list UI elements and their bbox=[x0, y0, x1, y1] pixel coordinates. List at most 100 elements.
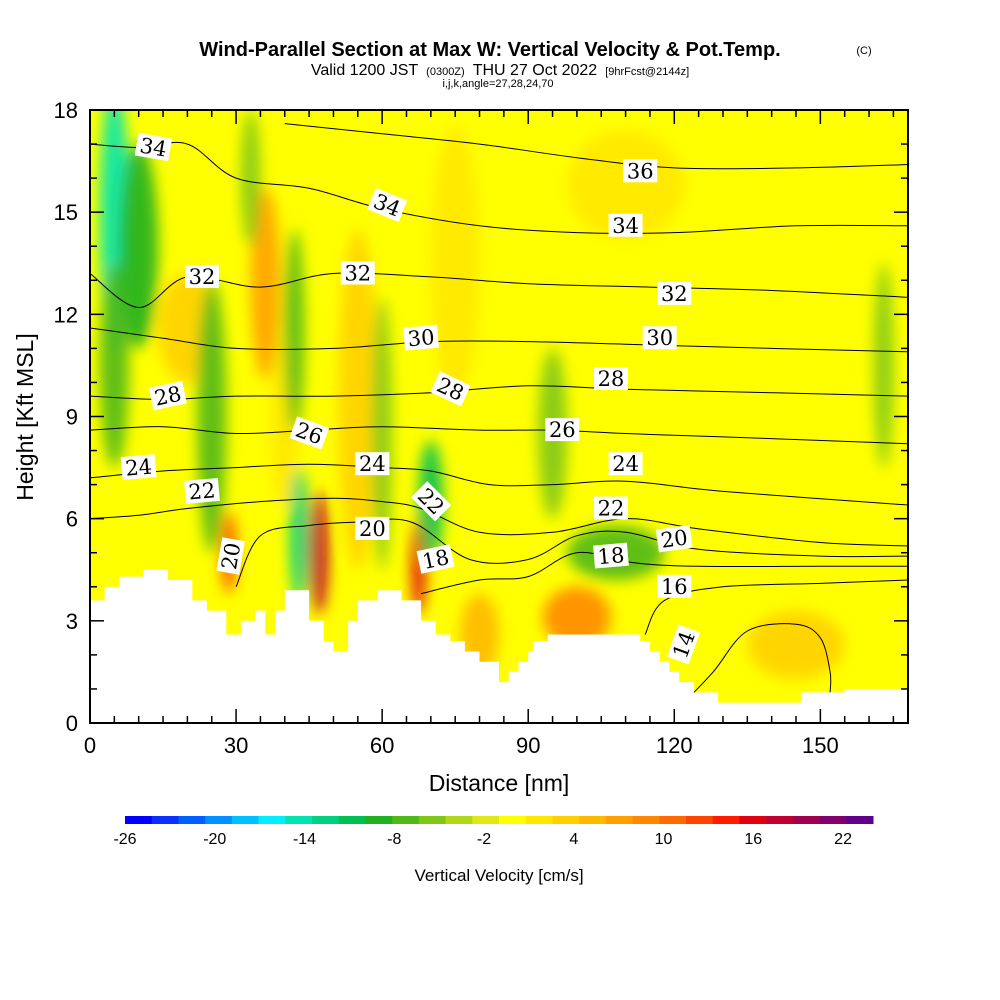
isentrope-label: 20 bbox=[216, 537, 245, 575]
subtitle-valid-time: Valid 1200 JST bbox=[311, 62, 419, 79]
downdraft-cell bbox=[873, 263, 894, 468]
isentrope-label: 30 bbox=[642, 326, 677, 350]
colorbar-swatch bbox=[205, 816, 233, 824]
y-tick-label: 0 bbox=[66, 711, 78, 736]
updraft-cell bbox=[542, 586, 611, 649]
chart-subtitle: Valid 1200 JST (0300Z) THU 27 Oct 2022 [… bbox=[311, 62, 689, 79]
downdraft-cell bbox=[119, 144, 159, 349]
isentrope-26 bbox=[90, 426, 908, 445]
colorbar-tick-label: 16 bbox=[744, 831, 762, 848]
isentrope-14 bbox=[683, 623, 832, 703]
x-tick-label: 0 bbox=[84, 733, 96, 758]
isentrope-label-text: 32 bbox=[344, 262, 371, 286]
isentrope-label-text: 24 bbox=[124, 454, 153, 480]
isentrope-label-text: 30 bbox=[646, 326, 673, 350]
colorbar-swatch bbox=[231, 816, 260, 824]
isentrope-label: 32 bbox=[340, 261, 375, 286]
colorbar-tick-label: -2 bbox=[477, 831, 491, 848]
y-tick-label: 3 bbox=[66, 609, 78, 634]
colorbar-swatch bbox=[525, 816, 553, 824]
colorbar-swatch bbox=[846, 816, 874, 824]
isentrope-label-text: 18 bbox=[420, 545, 451, 574]
y-tick-label: 9 bbox=[66, 405, 78, 430]
colorbar-tick-label: -20 bbox=[203, 831, 226, 848]
isentrope-label-text: 28 bbox=[598, 367, 625, 391]
isentrope-label-text: 18 bbox=[597, 543, 626, 569]
downdraft-cell bbox=[99, 263, 129, 468]
isentrope-label: 22 bbox=[184, 477, 220, 505]
y-axis-label: Height [Kft MSL] bbox=[12, 333, 38, 500]
colorbar-swatch bbox=[151, 816, 179, 824]
colorbar-tick-label: 4 bbox=[569, 831, 578, 848]
updraft-cell bbox=[309, 491, 329, 615]
x-axis-label: Distance [nm] bbox=[429, 770, 570, 796]
isentrope-label-text: 16 bbox=[661, 575, 688, 599]
velocity-features bbox=[99, 110, 894, 679]
isentrope-label: 26 bbox=[545, 418, 580, 442]
colorbar-swatch bbox=[499, 816, 527, 824]
isentrope-label: 24 bbox=[120, 454, 157, 481]
isentrope-label-text: 20 bbox=[659, 525, 689, 552]
colorbar-swatch bbox=[792, 816, 821, 824]
colorbar-swatch bbox=[312, 816, 340, 824]
colorbar-swatch bbox=[766, 816, 794, 824]
updraft-cell bbox=[338, 229, 378, 570]
subtitle-date: THU 27 Oct 2022 bbox=[473, 62, 598, 79]
isentrope-label: 34 bbox=[608, 213, 643, 238]
colorbar-swatch bbox=[472, 816, 500, 824]
x-axis: 0 30 60 90 120 150 bbox=[84, 110, 895, 758]
isentrope-label-text: 24 bbox=[359, 452, 386, 476]
isentrope-label: 32 bbox=[657, 281, 692, 306]
isentrope-label-text: 34 bbox=[612, 214, 639, 238]
colorbar-swatch bbox=[552, 816, 580, 824]
isentrope-34 bbox=[90, 141, 908, 234]
subtitle-forecast: [9hrFcst@2144z] bbox=[605, 66, 689, 78]
colorbar-swatch bbox=[285, 816, 313, 824]
isentrope-20 bbox=[235, 518, 908, 588]
x-tick-label: 120 bbox=[656, 733, 693, 758]
isentrope-label: 20 bbox=[355, 516, 390, 541]
isentrope-label-text: 20 bbox=[217, 541, 245, 571]
colorbar-tick-label: 10 bbox=[655, 831, 673, 848]
isentrope-label-text: 32 bbox=[661, 282, 688, 306]
x-tick-label: 30 bbox=[224, 733, 248, 758]
downdraft-cell bbox=[240, 110, 261, 247]
downdraft-cell bbox=[284, 229, 305, 434]
isentrope-label: 36 bbox=[623, 159, 658, 183]
updraft-cell bbox=[747, 610, 845, 679]
terrain-mask bbox=[90, 569, 908, 723]
colorbar-swatch bbox=[632, 816, 660, 824]
x-tick-label: 60 bbox=[370, 733, 394, 758]
colorbar-swatch bbox=[819, 816, 847, 824]
isentrope-label: 34 bbox=[134, 132, 173, 162]
colorbar-tick-label: -8 bbox=[387, 831, 401, 848]
isentrope-label-text: 28 bbox=[152, 382, 183, 411]
isentrope-label: 16 bbox=[657, 574, 692, 599]
x-tick-label: 90 bbox=[516, 733, 540, 758]
colorbar-swatch bbox=[712, 816, 740, 824]
title-copyright-mark: (C) bbox=[856, 45, 871, 57]
isentrope-label: 22 bbox=[594, 496, 628, 521]
updraft-cell bbox=[567, 130, 685, 240]
colorbar-swatch bbox=[445, 816, 473, 824]
colorbar-swatch bbox=[605, 816, 634, 824]
subtitle-grid-params: i,j,k,angle=27,28,24,70 bbox=[442, 78, 553, 90]
isentrope-label: 14 bbox=[666, 624, 701, 665]
isentrope-label-text: 34 bbox=[138, 133, 168, 161]
colorbar-swatch bbox=[178, 816, 206, 824]
x-tick-label: 150 bbox=[802, 733, 839, 758]
isentrope-label: 28 bbox=[594, 367, 628, 391]
colorbar-swatch bbox=[418, 816, 447, 824]
isentrope-30 bbox=[90, 327, 908, 353]
colorbar-swatch bbox=[659, 816, 687, 824]
y-tick-label: 12 bbox=[54, 302, 78, 327]
isentrope-label: 30 bbox=[403, 324, 439, 351]
colorbar-swatch bbox=[338, 816, 366, 824]
isentrope-label: 24 bbox=[608, 452, 643, 476]
isentrope-label-text: 22 bbox=[188, 478, 217, 504]
isentrope-label: 18 bbox=[593, 542, 629, 569]
colorbar: -26 -20 -14 -8 -2 4 10 16 22 bbox=[113, 816, 874, 848]
